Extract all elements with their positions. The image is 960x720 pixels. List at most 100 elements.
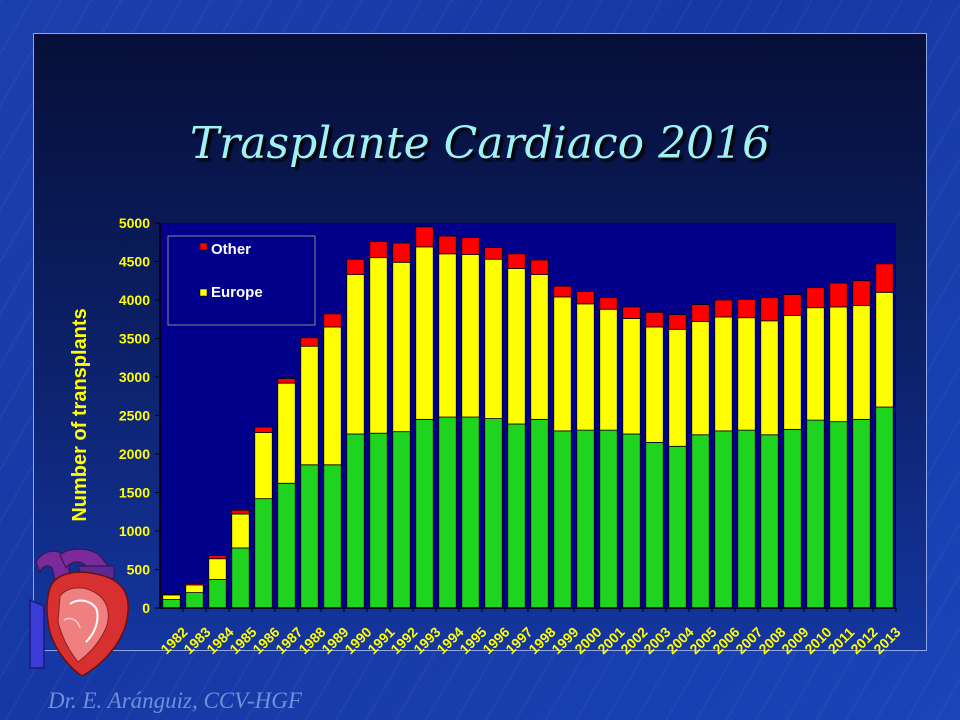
bar-other-1987 (277, 378, 296, 384)
bar-green-1999 (553, 430, 572, 609)
legend-swatch-other (199, 242, 208, 251)
bar-other-2006 (714, 299, 733, 318)
bar-other-2005 (691, 304, 710, 322)
y-tick-label: 3000 (119, 369, 150, 385)
bar-europe-1987 (277, 382, 296, 484)
bar-other-1991 (369, 241, 388, 259)
x-tick-label: 2013 (870, 624, 903, 657)
bar-europe-2002 (622, 318, 641, 435)
bar-green-2006 (714, 430, 733, 609)
bar-green-1988 (300, 464, 319, 609)
bar-green-2010 (806, 419, 825, 609)
bar-green-1982 (162, 599, 181, 609)
bar-other-2000 (576, 291, 595, 305)
bar-green-2002 (622, 433, 641, 609)
bar-green-2011 (829, 421, 848, 609)
slide-title: Trasplante Cardiaco 2016 (189, 118, 771, 169)
bar-other-2010 (806, 287, 825, 309)
bar-green-2009 (783, 428, 802, 609)
bar-europe-2001 (599, 308, 618, 431)
bar-other-2011 (829, 282, 848, 308)
bar-other-1982 (162, 593, 181, 596)
bar-europe-2004 (668, 328, 687, 447)
bar-europe-1990 (346, 274, 365, 435)
bar-europe-2005 (691, 321, 710, 436)
bar-other-1990 (346, 258, 365, 275)
bar-other-1986 (254, 426, 273, 433)
y-tick-label: 4000 (119, 292, 150, 308)
bar-green-1996 (484, 418, 503, 609)
bar-europe-2010 (806, 307, 825, 421)
bar-other-1988 (300, 337, 319, 347)
bar-europe-1982 (162, 594, 181, 600)
y-tick-label: 2500 (119, 408, 150, 424)
bar-europe-1995 (461, 254, 480, 418)
bar-other-2003 (645, 311, 664, 328)
bar-europe-1985 (231, 513, 250, 549)
bar-europe-2000 (576, 303, 595, 431)
bar-europe-1998 (530, 274, 549, 420)
y-tick-label: 0 (142, 600, 150, 616)
bar-green-1987 (277, 482, 296, 609)
bar-green-1990 (346, 433, 365, 609)
bar-green-2000 (576, 429, 595, 609)
bar-other-2009 (783, 294, 802, 316)
bar-green-1998 (530, 418, 549, 609)
bar-europe-2006 (714, 316, 733, 432)
legend-swatch-europe (199, 288, 208, 297)
bar-other-2004 (668, 314, 687, 330)
bar-green-1995 (461, 416, 480, 609)
bar-green-2001 (599, 429, 618, 609)
y-axis-title: Number of transplants (69, 308, 91, 521)
bar-europe-1986 (254, 432, 273, 500)
bar-europe-1991 (369, 257, 388, 434)
y-tick-label: 500 (127, 562, 151, 578)
bar-europe-1988 (300, 345, 319, 466)
x-axis-ticks: 1982198319841985198619871988198919901991… (157, 608, 904, 657)
bar-green-2012 (852, 418, 871, 609)
bar-green-1997 (507, 423, 526, 609)
bar-europe-1989 (323, 326, 342, 466)
bar-other-1993 (415, 226, 434, 248)
bar-europe-1999 (553, 296, 572, 432)
bar-other-1985 (231, 509, 250, 515)
legend-label-other: Other (211, 241, 251, 258)
y-tick-label: 5000 (119, 215, 150, 231)
bar-europe-1984 (208, 558, 227, 580)
bar-europe-1997 (507, 268, 526, 425)
bar-other-1983 (185, 582, 204, 586)
legend: Other Europe (167, 235, 316, 326)
bar-europe-2007 (737, 317, 756, 431)
bar-other-2013 (875, 263, 894, 293)
bar-other-1989 (323, 313, 342, 328)
y-tick-label: 3500 (119, 331, 150, 347)
bar-green-1993 (415, 418, 434, 609)
bar-other-1996 (484, 247, 503, 260)
bar-green-1992 (392, 431, 411, 609)
legend-label-europe: Europe (211, 284, 263, 301)
bar-europe-2008 (760, 320, 779, 436)
bar-green-1989 (323, 464, 342, 609)
bar-other-2008 (760, 297, 779, 322)
bar-green-1983 (185, 592, 204, 609)
y-tick-label: 1500 (119, 485, 150, 501)
bar-green-1991 (369, 432, 388, 609)
bar-green-2004 (668, 445, 687, 609)
bar-other-2012 (852, 280, 871, 306)
y-tick-label: 2000 (119, 446, 150, 462)
bar-green-1984 (208, 579, 227, 609)
bar-other-1992 (392, 242, 411, 263)
heart-illustration (29, 548, 129, 677)
bar-other-1984 (208, 555, 227, 560)
bar-europe-1994 (438, 253, 457, 418)
bar-green-2003 (645, 442, 664, 609)
bar-other-1994 (438, 235, 457, 255)
bar-europe-2011 (829, 306, 848, 423)
bar-other-2001 (599, 297, 618, 310)
bar-europe-2012 (852, 304, 871, 420)
bar-green-2013 (875, 406, 894, 609)
bar-other-2007 (737, 298, 756, 319)
bar-europe-1992 (392, 261, 411, 433)
bar-europe-2003 (645, 326, 664, 443)
bar-other-1999 (553, 285, 572, 298)
